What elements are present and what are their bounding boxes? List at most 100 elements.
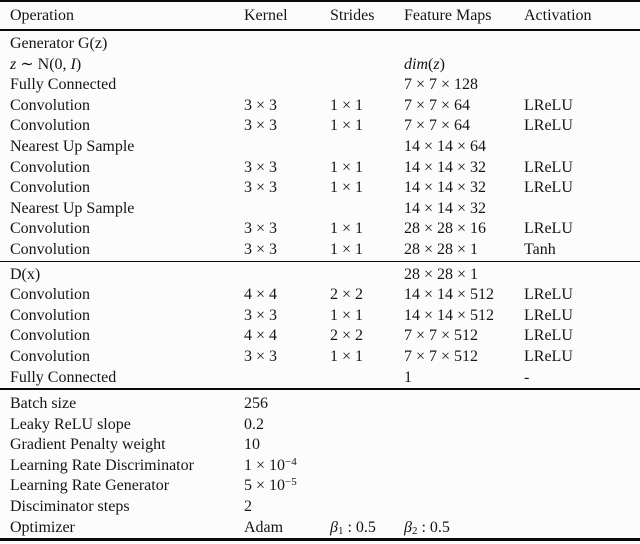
- table-cell: LReLU: [524, 117, 573, 135]
- table-cell: [404, 497, 524, 518]
- table-cell: 1: [404, 368, 412, 386]
- table-cell: 2 × 2: [330, 286, 364, 304]
- table-cell: Convolution: [10, 179, 91, 197]
- table-cell: 5 × 10−5: [244, 476, 297, 495]
- table-cell: 3 × 3: [244, 220, 278, 238]
- table-cell: Batch size: [0, 388, 244, 415]
- table-cell: Leaky ReLU slope: [10, 415, 131, 433]
- table-cell: 1 × 1: [330, 220, 364, 238]
- table-cell: 1 × 1: [330, 240, 364, 258]
- table-cell: [244, 30, 330, 55]
- table-cell: Convolution: [10, 286, 91, 304]
- table-cell: [404, 476, 524, 497]
- header-row: Operation Kernel Strides Feature Maps Ac…: [0, 1, 640, 31]
- table-cell: [244, 137, 330, 158]
- table-cell: D(x): [0, 260, 244, 286]
- table-cell: [524, 497, 640, 518]
- table-cell: Convolution: [10, 347, 91, 365]
- table-cell: 4 × 4: [244, 286, 278, 304]
- table-row-hyperparameters-1: Leaky ReLU slope 0.2: [0, 415, 640, 436]
- table-cell: Learning Rate Discriminator: [10, 456, 194, 474]
- table-cell: 3 × 3: [244, 96, 278, 114]
- table-cell: 3 × 3: [244, 117, 278, 135]
- table-cell: 3 × 3: [244, 347, 278, 365]
- table-cell: -: [524, 368, 530, 386]
- table-cell: 1 × 1: [330, 158, 364, 176]
- table-cell: 28 × 28 × 1: [404, 240, 479, 258]
- table-cell: [524, 260, 640, 286]
- table-cell: [244, 260, 330, 286]
- table-cell: [330, 30, 404, 55]
- table-cell: Convolution: [10, 306, 91, 324]
- table-cell: 10: [244, 436, 260, 454]
- table-cell: 3 × 3: [244, 158, 278, 176]
- table-cell: LReLU: [524, 306, 573, 324]
- table-cell: 0.2: [244, 415, 264, 433]
- table-cell: Convolution: [10, 327, 91, 345]
- table-cell: [524, 137, 640, 158]
- table-cell: [330, 199, 404, 220]
- table-cell: [330, 368, 404, 390]
- table-cell: Disciminator steps: [10, 498, 130, 516]
- table-row-hyperparameters-5: Disciminator steps 2: [0, 497, 640, 518]
- table-cell: 7 × 7 × 512: [404, 347, 479, 365]
- table-cell: 3 × 3: [244, 179, 278, 197]
- table-cell: LReLU: [524, 158, 573, 176]
- table-cell: [524, 435, 640, 456]
- table-row-hyperparameters-2: Gradient Penalty weight 10: [0, 435, 640, 456]
- table-cell: Convolution: [10, 220, 91, 238]
- table-cell: 14 × 14 × 32: [404, 199, 487, 217]
- table-cell: β1 : 0.5: [330, 518, 376, 537]
- table-cell: dim(z): [404, 55, 445, 73]
- table-cell: [524, 388, 640, 415]
- table-cell: [330, 476, 404, 497]
- table-cell: Convolution: [10, 117, 91, 135]
- table-cell: LReLU: [524, 179, 573, 197]
- table-row-hyperparameters-3: Learning Rate Discriminator 1 × 10−4: [0, 456, 640, 477]
- table-row-generator-4: Convolution 3 × 3 1 × 1 7 × 7 × 64 LReLU: [0, 116, 640, 137]
- table-row-discriminator-5: Fully Connected 1 -: [0, 368, 640, 390]
- table-row-discriminator-1: Convolution 4 × 4 2 × 2 14 × 14 × 512 LReLU: [0, 285, 640, 306]
- table-cell: [524, 456, 640, 477]
- table-cell: [330, 75, 404, 96]
- table-cell: Tanh: [524, 240, 556, 258]
- table-cell: 28 × 28 × 16: [404, 220, 487, 238]
- table-row-hyperparameters-0: Batch size 256: [0, 388, 640, 415]
- table-cell: [244, 368, 330, 390]
- table-cell: 1 × 1: [330, 117, 364, 135]
- table-row-generator-9: Convolution 3 × 3 1 × 1 28 × 28 × 16 LReLU: [0, 219, 640, 240]
- table-cell: 256: [244, 388, 330, 415]
- table-row-discriminator-2: Convolution 3 × 3 1 × 1 14 × 14 × 512 LReLU: [0, 306, 640, 327]
- table-cell: LReLU: [524, 96, 573, 114]
- table-row-generator-7: Convolution 3 × 3 1 × 1 14 × 14 × 32 LReLU: [0, 178, 640, 199]
- table-cell: Optimizer: [10, 518, 75, 536]
- table-cell: 1 × 1: [330, 306, 364, 324]
- table-cell: LReLU: [524, 327, 573, 345]
- table-cell: 3 × 3: [244, 240, 278, 258]
- table-row-generator-6: Convolution 3 × 3 1 × 1 14 × 14 × 32 LReLU: [0, 158, 640, 179]
- table-header: Operation Kernel Strides Feature Maps Ac…: [0, 1, 640, 31]
- table-cell: 1 × 1: [330, 347, 364, 365]
- table-cell: [330, 260, 404, 286]
- table-cell: Fully Connected: [10, 368, 117, 386]
- table-cell: 7 × 7 × 128: [404, 76, 479, 94]
- table-row-generator-2: Fully Connected 7 × 7 × 128: [0, 75, 640, 96]
- table-cell: 7 × 7 × 64: [404, 96, 471, 114]
- table-cell: 14 × 14 × 64: [404, 137, 487, 155]
- table-cell: Nearest Up Sample: [10, 199, 135, 217]
- table-cell: Gradient Penalty weight: [10, 436, 166, 454]
- table-row-generator-1: z ∼ N(0, I) dim(z): [0, 55, 640, 76]
- table-cell: [404, 30, 524, 55]
- table-cell: Convolution: [10, 96, 91, 114]
- table-cell: [330, 435, 404, 456]
- table-cell: [330, 497, 404, 518]
- table-cell: 3 × 3: [244, 306, 278, 324]
- table-cell: [524, 518, 640, 540]
- table-cell: β2 : 0.5: [404, 518, 450, 537]
- table-row-discriminator-0: D(x) 28 × 28 × 1: [0, 260, 640, 286]
- table-cell: [330, 55, 404, 76]
- table-cell: [244, 75, 330, 96]
- table-cell: [244, 199, 330, 220]
- table-cell: [404, 456, 524, 477]
